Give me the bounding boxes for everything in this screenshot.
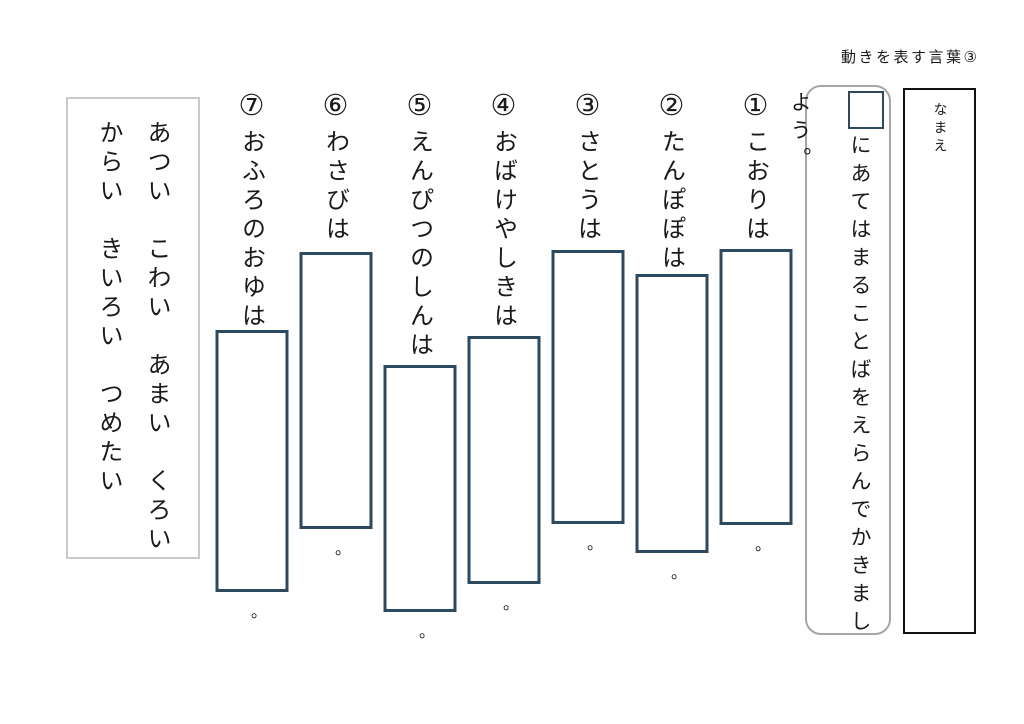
item-period: 。 — [586, 534, 604, 553]
answer-box-5[interactable] — [383, 365, 457, 612]
question-item-1: ① こおりは 。 — [714, 86, 798, 650]
question-item-6: ⑥ わさびは 。 — [294, 86, 378, 650]
item-number: ③ — [570, 88, 605, 122]
item-period: 。 — [502, 594, 520, 613]
name-box[interactable]: なまえ — [903, 88, 976, 634]
item-number: ⑥ — [318, 88, 353, 122]
instruction-text-1: にあてはまることばをえらんでかきまし — [848, 134, 872, 638]
item-text: おふろのおゆは — [237, 129, 266, 332]
item-text: えんぴつのしんは — [405, 129, 434, 361]
item-number: ④ — [486, 88, 521, 122]
question-item-4: ④ おばけやしきは 。 — [462, 86, 546, 650]
item-label: ④ おばけやしきは — [487, 88, 522, 332]
item-label: ① こおりは — [739, 88, 774, 245]
item-period: 。 — [754, 535, 772, 554]
answer-box-6[interactable] — [299, 252, 373, 529]
item-text: おばけやしきは — [489, 129, 518, 332]
answer-box-2[interactable] — [635, 274, 709, 553]
answer-box-1[interactable] — [719, 249, 793, 525]
item-number: ⑤ — [402, 88, 437, 122]
instruction-line-1: にあてはまることばをえらんでかきまし — [840, 91, 884, 638]
item-label: ⑥ わさびは — [319, 88, 354, 245]
example-blank-box — [848, 91, 884, 129]
item-period: 。 — [670, 563, 688, 582]
word-bank-line-2: からい きいろい つめたい — [95, 120, 123, 497]
word-bank-box: あつい こわい あまい くろい からい きいろい つめたい — [66, 97, 200, 559]
question-item-7: ⑦ おふろのおゆは 。 — [210, 86, 294, 650]
question-item-2: ② たんぽぽは 。 — [630, 86, 714, 650]
instruction-panel: にあてはまることばをえらんでかきまし よう。 — [788, 85, 891, 638]
item-number: ② — [654, 88, 689, 122]
instruction-text-2: よう。 — [788, 91, 812, 175]
question-item-5: ⑤ えんぴつのしんは 。 — [378, 86, 462, 650]
question-item-3: ③ さとうは 。 — [546, 86, 630, 650]
item-text: こおりは — [741, 129, 770, 245]
item-label: ③ さとうは — [571, 88, 606, 245]
item-text: さとうは — [573, 129, 602, 245]
item-label: ⑤ えんぴつのしんは — [403, 88, 438, 361]
item-label: ② たんぽぽは — [655, 88, 690, 274]
instruction-line-2: よう。 — [780, 91, 840, 629]
item-number: ⑦ — [234, 88, 269, 122]
item-period: 。 — [334, 539, 352, 558]
item-number: ① — [738, 88, 773, 122]
answer-box-3[interactable] — [551, 250, 625, 524]
item-text: たんぽぽは — [657, 129, 686, 274]
name-label: なまえ — [931, 102, 948, 156]
item-label: ⑦ おふろのおゆは — [235, 88, 270, 332]
answer-box-4[interactable] — [467, 336, 541, 584]
item-text: わさびは — [321, 129, 350, 245]
item-period: 。 — [418, 622, 436, 641]
item-period: 。 — [250, 602, 268, 621]
answer-box-7[interactable] — [215, 330, 289, 592]
word-bank-line-1: あつい こわい あまい くろい — [143, 120, 171, 555]
worksheet-title: 動きを表す言葉③ — [841, 48, 980, 66]
